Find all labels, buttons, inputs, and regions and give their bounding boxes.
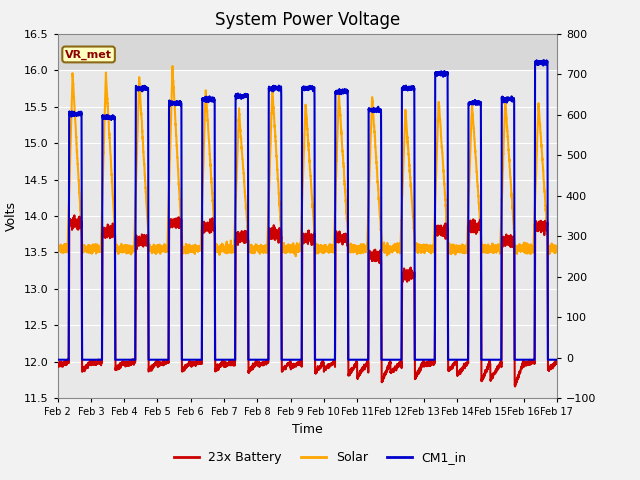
X-axis label: Time: Time bbox=[292, 423, 323, 436]
Text: VR_met: VR_met bbox=[65, 49, 112, 60]
Title: System Power Voltage: System Power Voltage bbox=[214, 11, 400, 29]
Y-axis label: Volts: Volts bbox=[5, 201, 19, 231]
Bar bbox=[58, 34, 557, 70]
Legend: 23x Battery, Solar, CM1_in: 23x Battery, Solar, CM1_in bbox=[168, 446, 472, 469]
